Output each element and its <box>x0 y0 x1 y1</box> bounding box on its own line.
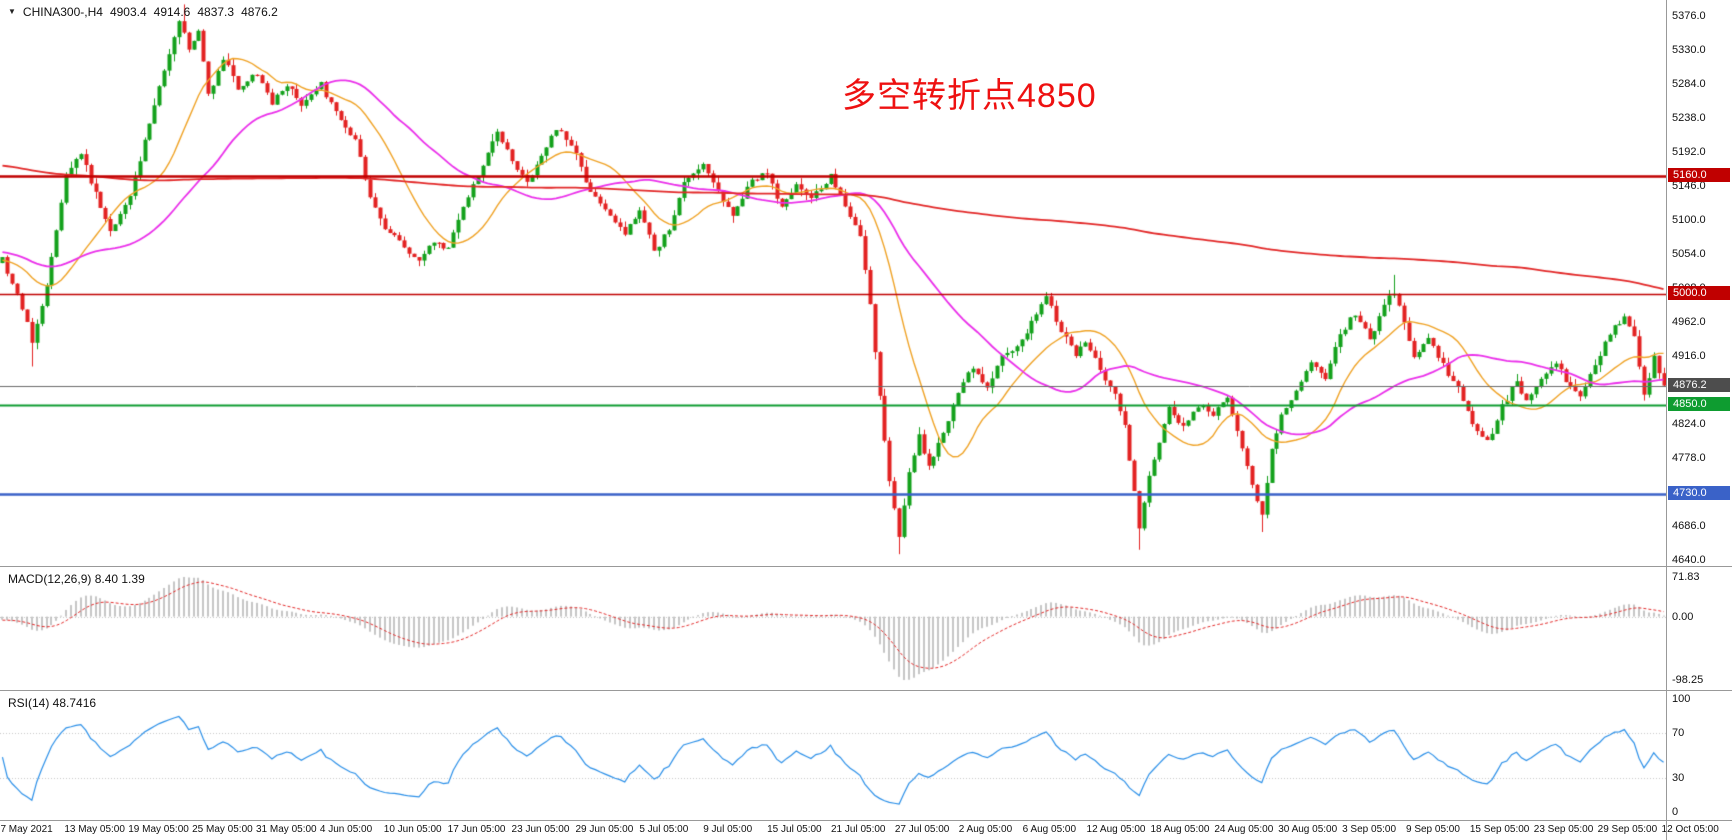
time-axis-label: 31 May 05:00 <box>256 824 317 835</box>
symbol-name: CHINA300-,H4 <box>22 5 103 19</box>
time-axis-divider <box>0 820 1732 821</box>
price-axis-border <box>1666 0 1667 840</box>
ohlc-high: 4914.6 <box>153 5 191 19</box>
price-tick-label: 4824.0 <box>1672 418 1706 431</box>
time-axis-label: 23 Sep 05:00 <box>1533 824 1594 835</box>
ohlc-open: 4903.4 <box>109 5 147 19</box>
price-tick-label: 5054.0 <box>1672 248 1706 261</box>
time-axis[interactable]: 7 May 2021 13 May 05:00 19 May 05:00 25 May… <box>0 822 1732 840</box>
symbol-ohlc-header: ▼ CHINA300-,H4 4903.4 4914.6 4837.3 4876… <box>8 5 278 19</box>
price-axis[interactable]: 5376.0 5330.0 5284.0 5238.0 5192.0 5146.0 5100… <box>1667 0 1732 840</box>
price-tick-label: 5192.0 <box>1672 146 1706 159</box>
macd-rsi-panel-divider[interactable] <box>0 690 1732 691</box>
rsi-axis-label: 30 <box>1672 772 1685 785</box>
macd-axis-label: 0.00 <box>1672 610 1694 623</box>
time-axis-label: 15 Sep 05:00 <box>1469 824 1530 835</box>
price-tick-label: 5284.0 <box>1672 78 1706 91</box>
price-tick-label: 5100.0 <box>1672 214 1706 227</box>
time-axis-label: 12 Oct 05:00 <box>1661 824 1719 835</box>
ohlc-close: 4876.2 <box>241 5 278 19</box>
time-axis-label: 3 Sep 05:00 <box>1342 824 1397 835</box>
macd-axis-label: 71.83 <box>1672 571 1700 583</box>
price-tick-label: 4778.0 <box>1672 452 1706 465</box>
price-tick-label: 4916.0 <box>1672 350 1706 363</box>
time-axis-label: 30 Aug 05:00 <box>1278 824 1338 835</box>
time-axis-label: 18 Aug 05:00 <box>1150 824 1210 835</box>
time-axis-label: 19 May 05:00 <box>128 824 189 835</box>
time-axis-label: 15 Jul 05:00 <box>767 824 822 835</box>
time-axis-label: 29 Sep 05:00 <box>1597 824 1658 835</box>
time-axis-label: 6 Aug 05:00 <box>1022 824 1077 835</box>
price-tick-label: 5238.0 <box>1672 112 1706 125</box>
time-axis-label: 13 May 05:00 <box>64 824 125 835</box>
symbol-marker-icon: ▼ <box>8 7 16 16</box>
price-level-badge: 4850.0 <box>1668 396 1730 411</box>
chart-annotation-text[interactable]: 多空转折点4850 <box>842 77 1097 115</box>
rsi-axis-label: 100 <box>1672 693 1691 705</box>
price-tick-label: 5376.0 <box>1672 10 1706 23</box>
rsi-axis-label: 0 <box>1672 806 1679 818</box>
rsi-indicator-label: RSI(14) 48.7416 <box>8 696 97 710</box>
time-axis-label: 27 Jul 05:00 <box>894 824 950 835</box>
time-axis-label: 9 Jul 05:00 <box>703 824 753 835</box>
time-axis-label: 24 Aug 05:00 <box>1214 824 1274 835</box>
time-axis-label: 9 Sep 05:00 <box>1405 824 1460 835</box>
macd-indicator-label: MACD(12,26,9) 8.40 1.39 <box>8 572 145 586</box>
time-axis-label: 25 May 05:00 <box>192 824 253 835</box>
time-axis-label: 7 May 2021 <box>0 824 53 835</box>
price-tick-label: 4640.0 <box>1672 554 1706 567</box>
price-macd-panel-divider[interactable] <box>0 566 1732 567</box>
ohlc-low: 4837.3 <box>197 5 235 19</box>
price-tick-label: 4686.0 <box>1672 520 1706 533</box>
time-axis-label: 23 Jun 05:00 <box>511 824 570 835</box>
price-level-badge: 4876.2 <box>1668 377 1730 392</box>
price-level-badge: 5160.0 <box>1668 167 1730 182</box>
rsi-axis-label: 70 <box>1672 726 1685 739</box>
price-level-badge: 5000.0 <box>1668 286 1730 301</box>
price-tick-label: 5330.0 <box>1672 44 1706 57</box>
time-axis-label: 12 Aug 05:00 <box>1086 824 1146 835</box>
time-axis-label: 17 Jun 05:00 <box>447 824 506 835</box>
time-axis-label: 21 Jul 05:00 <box>831 824 886 835</box>
time-axis-label: 5 Jul 05:00 <box>639 824 689 835</box>
price-tick-label: 4962.0 <box>1672 316 1706 329</box>
time-axis-label: 4 Jun 05:00 <box>319 824 373 835</box>
price-tick-label: 5146.0 <box>1672 180 1706 193</box>
price-level-badge: 4730.0 <box>1668 485 1730 500</box>
time-axis-label: 10 Jun 05:00 <box>383 824 442 835</box>
macd-axis-label: -98.25 <box>1672 674 1704 686</box>
time-axis-label: 29 Jun 05:00 <box>575 824 634 835</box>
time-axis-label: 2 Aug 05:00 <box>958 824 1013 835</box>
